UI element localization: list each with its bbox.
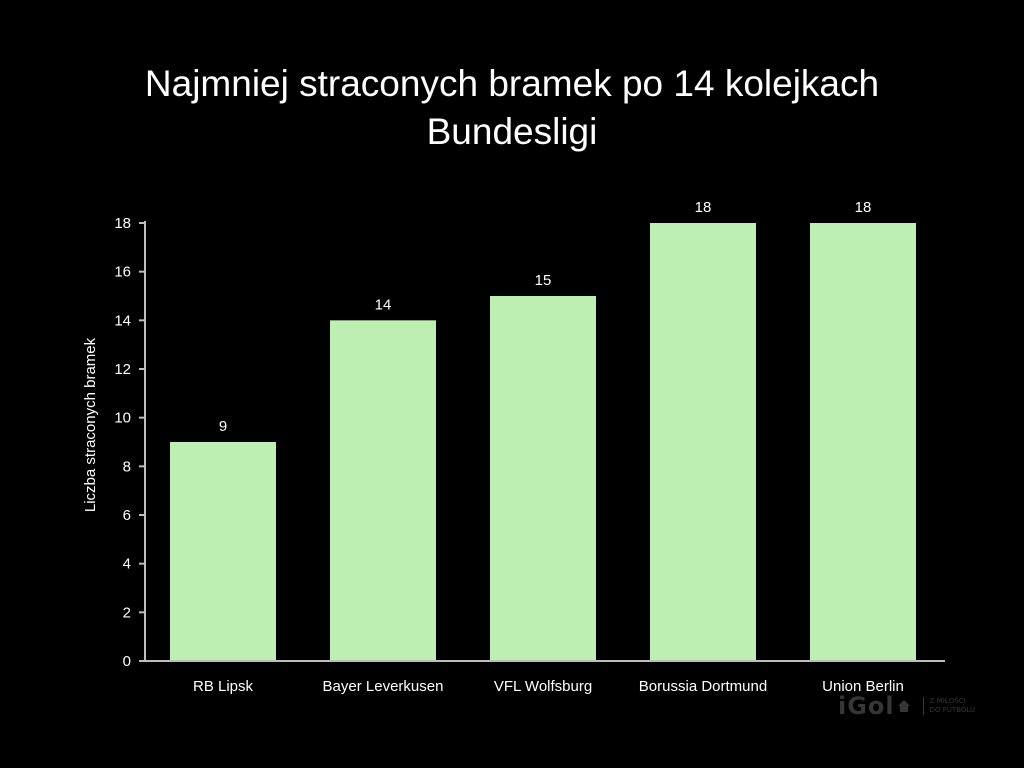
bar bbox=[170, 442, 276, 661]
y-tick-label: 12 bbox=[114, 361, 131, 378]
bar bbox=[810, 223, 916, 661]
watermark-tagline-line-2: DO FUTBOLU bbox=[929, 706, 976, 714]
watermark-tagline-line-1: Z MIŁOŚCI bbox=[929, 697, 966, 705]
y-axis-title: Liczba straconych bramek bbox=[82, 337, 99, 512]
bar bbox=[650, 223, 756, 661]
chart-title-line-2: Bundesligi bbox=[426, 111, 598, 152]
x-category-label: Union Berlin bbox=[822, 678, 904, 695]
y-tick-label: 4 bbox=[123, 556, 131, 573]
chart-title: Najmniej straconych bramek po 14 kolejka… bbox=[0, 60, 1024, 156]
chart-title-line-1: Najmniej straconych bramek po 14 kolejka… bbox=[144, 63, 880, 104]
bar-value-label: 15 bbox=[535, 272, 552, 289]
bar-value-label: 14 bbox=[375, 296, 392, 313]
y-tick-label: 18 bbox=[114, 215, 131, 232]
bar-value-label: 9 bbox=[219, 418, 227, 435]
x-axis-labels: RB Lipsk Bayer Leverkusen VFL Wolfsburg Bor… bbox=[193, 678, 904, 695]
data-labels: 9 14 15 18 18 bbox=[219, 199, 872, 435]
watermark-logo: iGol bbox=[838, 692, 895, 720]
bars bbox=[170, 223, 916, 661]
y-tick-label: 6 bbox=[123, 507, 131, 524]
y-tick-label: 2 bbox=[123, 604, 131, 621]
y-tick-label: 0 bbox=[123, 653, 131, 670]
y-axis-title-group: Liczba straconych bramek bbox=[82, 337, 99, 512]
watermark: iGol Z MIŁOŚCI DO FUTBOLU bbox=[838, 692, 975, 720]
bar-value-label: 18 bbox=[855, 199, 872, 216]
x-category-label: Borussia Dortmund bbox=[639, 678, 767, 695]
y-tick-label: 16 bbox=[114, 264, 131, 281]
y-tick-label: 10 bbox=[114, 410, 131, 427]
house-icon bbox=[897, 700, 910, 712]
x-category-label: VFL Wolfsburg bbox=[494, 678, 592, 695]
y-tick-label: 8 bbox=[123, 458, 131, 475]
bar bbox=[330, 320, 436, 661]
y-tick-label: 14 bbox=[114, 312, 131, 329]
bar bbox=[490, 296, 596, 661]
y-axis-ticks: 0 2 4 6 8 10 12 14 16 18 bbox=[114, 215, 145, 670]
watermark-tagline: Z MIŁOŚCI DO FUTBOLU bbox=[922, 697, 976, 715]
x-category-label: RB Lipsk bbox=[193, 678, 254, 695]
bar-value-label: 18 bbox=[695, 199, 712, 216]
x-category-label: Bayer Leverkusen bbox=[323, 678, 444, 695]
